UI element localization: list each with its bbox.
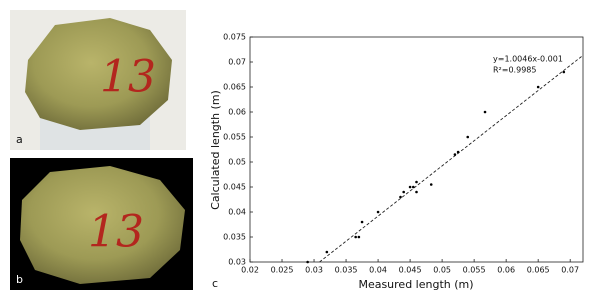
x-tick-label: 0.055 xyxy=(463,266,486,275)
y-tick-label: 0.05 xyxy=(228,158,246,167)
data-point xyxy=(326,251,329,254)
y-tick-label: 0.065 xyxy=(223,83,246,92)
data-point xyxy=(358,236,361,239)
panel-label: c xyxy=(212,277,218,290)
data-point xyxy=(402,191,405,194)
data-point xyxy=(484,111,487,114)
figure: 13 a 13 b c Measured length (m) Calculat… xyxy=(0,0,595,296)
x-tick-label: 0.025 xyxy=(271,266,294,275)
x-tick-label: 0.035 xyxy=(335,266,358,275)
panel-label: a xyxy=(16,133,23,146)
y-tick-label: 0.07 xyxy=(228,58,246,67)
y-tick-label: 0.04 xyxy=(228,208,246,217)
data-point xyxy=(399,196,402,199)
x-axis-label: Measured length (m) xyxy=(358,278,473,291)
x-tick-label: 0.065 xyxy=(527,266,550,275)
x-tick-label: 0.04 xyxy=(369,266,387,275)
x-tick-label: 0.05 xyxy=(433,266,451,275)
y-axis-label: Calculated length (m) xyxy=(209,90,222,210)
panel-label: b xyxy=(16,273,23,286)
data-point xyxy=(430,183,433,186)
y-tick-label: 0.03 xyxy=(228,258,246,267)
data-point xyxy=(377,211,380,214)
data-point xyxy=(412,186,415,189)
y-tick-label: 0.055 xyxy=(223,133,246,142)
data-point xyxy=(454,153,457,156)
data-point xyxy=(361,221,364,224)
data-point xyxy=(466,136,469,139)
data-point xyxy=(457,151,460,154)
x-tick-label: 0.07 xyxy=(561,266,579,275)
data-point xyxy=(409,186,412,189)
x-tick-label: 0.03 xyxy=(305,266,323,275)
x-tick-label: 0.02 xyxy=(241,266,259,275)
y-tick-label: 0.075 xyxy=(223,33,246,42)
y-tick-label: 0.045 xyxy=(223,183,246,192)
data-point xyxy=(537,86,540,89)
data-point xyxy=(562,71,565,74)
data-point xyxy=(354,236,357,239)
data-point xyxy=(306,261,309,264)
data-point xyxy=(415,181,418,184)
y-tick-label: 0.06 xyxy=(228,108,246,117)
rock-marking: 13 xyxy=(88,207,144,258)
x-tick-label: 0.06 xyxy=(497,266,515,275)
r-squared: R²=0.9985 xyxy=(493,66,536,75)
equation: y=1.0046x-0.001 xyxy=(493,55,563,64)
x-tick-label: 0.045 xyxy=(399,266,422,275)
trend-line xyxy=(320,55,583,262)
rock-marking: 13 xyxy=(100,52,156,103)
y-tick-label: 0.035 xyxy=(223,233,246,242)
data-point xyxy=(415,191,418,194)
page: {"photos": [{"label": "a", "marking": "1… xyxy=(0,0,595,296)
